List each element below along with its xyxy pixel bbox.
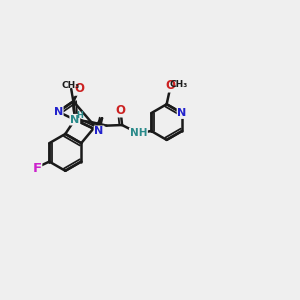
Text: CH₃: CH₃ [169, 80, 188, 89]
Text: N: N [94, 126, 104, 136]
Text: O: O [74, 82, 85, 95]
Text: CH₃: CH₃ [61, 81, 80, 90]
Text: F: F [32, 162, 41, 175]
Text: N: N [178, 108, 187, 118]
Text: N: N [53, 107, 63, 117]
Text: O: O [166, 79, 176, 92]
Text: H: H [76, 111, 83, 120]
Text: N: N [70, 115, 80, 125]
Text: NH: NH [130, 128, 147, 138]
Text: O: O [116, 104, 126, 117]
